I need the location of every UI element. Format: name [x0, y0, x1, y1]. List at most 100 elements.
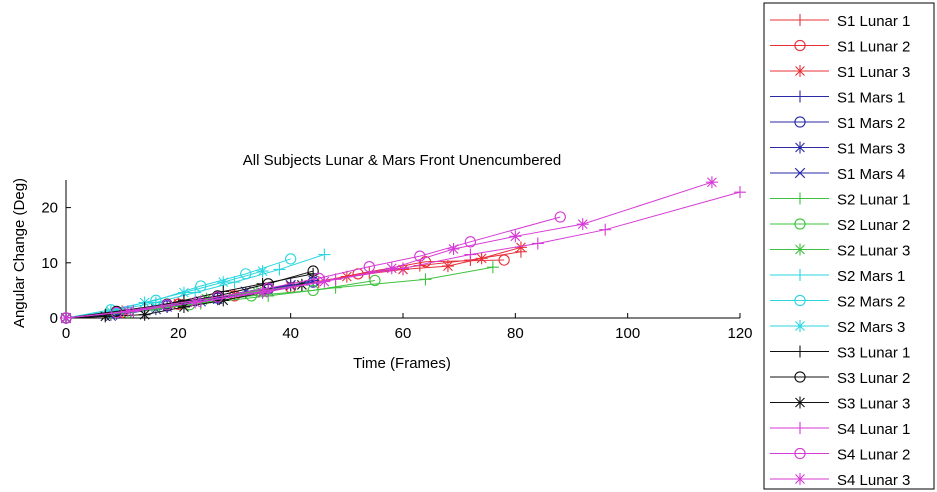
legend-entry: S3 Lunar 1	[770, 345, 910, 362]
data-point	[307, 274, 320, 287]
data-point	[734, 186, 746, 199]
legend-label: S1 Mars 1	[837, 90, 905, 107]
legend-label: S2 Lunar 3	[837, 243, 910, 260]
legend-entry: S1 Lunar 1	[770, 13, 910, 30]
y-tick-label: 0	[50, 310, 58, 327]
chart-title: All Subjects Lunar & Mars Front Unencumb…	[243, 152, 561, 169]
legend-marker	[794, 345, 806, 358]
data-point	[486, 261, 499, 274]
legend-label: S4 Lunar 3	[837, 472, 910, 489]
legend-marker	[794, 90, 806, 103]
data-point	[99, 310, 112, 323]
data-point	[250, 285, 263, 298]
data-point	[256, 286, 269, 299]
data-point	[385, 262, 398, 275]
legend-marker	[794, 218, 806, 230]
data-point	[464, 248, 477, 261]
legend-marker	[794, 167, 806, 179]
legend-entry: S1 Mars 2	[770, 115, 905, 132]
legend-box	[763, 2, 935, 490]
x-tick-label: 120	[727, 325, 752, 342]
data-point	[307, 265, 319, 277]
y-tick-label: 10	[41, 255, 58, 272]
legend-entry: S3 Lunar 2	[770, 370, 910, 387]
legend-label: S2 Lunar 1	[837, 192, 910, 209]
data-point	[363, 261, 375, 273]
legend-entry: S1 Mars 1	[770, 90, 905, 107]
data-point	[531, 237, 544, 250]
data-point	[177, 300, 190, 313]
data-point	[509, 230, 522, 243]
legend-entry: S1 Mars 3	[770, 141, 905, 158]
series-line	[65, 258, 291, 319]
legend-marker	[794, 192, 806, 205]
legend-label: S4 Lunar 2	[837, 447, 910, 464]
data-point	[318, 275, 331, 288]
legend-entry: S2 Lunar 2	[770, 217, 910, 234]
data-point	[514, 241, 527, 254]
legend-marker	[794, 39, 806, 52]
data-point	[240, 268, 252, 280]
data-point	[414, 250, 426, 262]
data-point	[217, 276, 230, 289]
legend-marker	[794, 116, 806, 128]
data-point	[464, 236, 477, 248]
legend-entry: S1 Lunar 2	[770, 39, 910, 56]
legend-label: S3 Lunar 2	[837, 370, 910, 387]
legend-entry: S3 Lunar 3	[770, 396, 910, 413]
data-point	[217, 294, 230, 307]
legend-label: S2 Lunar 2	[837, 217, 910, 234]
data-point	[211, 291, 224, 303]
legend: S1 Lunar 1 S1 Lunar 2 S1 Lunar 3 S1 Mars 1 S…	[763, 2, 935, 490]
legend-label: S1 Lunar 2	[837, 39, 910, 56]
data-point	[554, 211, 566, 223]
data-point	[498, 254, 510, 266]
y-tick-label: 20	[41, 200, 58, 217]
legend-label: S2 Mars 1	[837, 268, 905, 285]
data-point	[705, 176, 718, 189]
legend-entry: S4 Lunar 3	[770, 472, 910, 489]
legend-marker	[794, 294, 806, 307]
data-point	[447, 243, 460, 255]
legend-entry: S2 Lunar 1	[770, 192, 910, 209]
legend-label: S2 Mars 3	[837, 319, 905, 336]
legend-entry: S2 Mars 1	[770, 268, 905, 285]
legend-marker	[794, 269, 806, 281]
legend-marker	[794, 371, 806, 383]
data-point	[475, 252, 488, 265]
data-point	[273, 263, 286, 276]
series-line	[65, 216, 561, 319]
series-s4-lunar-3	[60, 176, 718, 324]
legend-marker	[794, 65, 806, 77]
series-line	[65, 270, 263, 319]
data-point	[340, 270, 353, 283]
legend-entry: S4 Lunar 2	[770, 447, 910, 464]
x-tick-label: 80	[507, 325, 524, 342]
x-tick-label: 20	[170, 325, 187, 342]
data-point	[195, 280, 207, 292]
data-point	[138, 308, 151, 321]
data-point	[177, 286, 190, 299]
legend-label: S3 Lunar 3	[837, 396, 910, 413]
y-axis-label: Angular Change (Deg)	[11, 178, 28, 328]
legend-label: S2 Mars 2	[837, 294, 905, 311]
legend-label: S1 Mars 4	[837, 166, 905, 183]
legend-entry: S4 Lunar 1	[770, 421, 910, 438]
x-tick-label: 60	[395, 325, 412, 342]
data-point	[369, 274, 381, 287]
legend-label: S1 Mars 3	[837, 141, 905, 158]
data-point	[161, 299, 173, 311]
legend-marker	[794, 14, 806, 26]
legend-label: S4 Lunar 1	[837, 421, 910, 438]
legend-entry: S2 Mars 2	[770, 294, 905, 311]
data-point	[599, 223, 612, 236]
legend-entry: S2 Mars 3	[770, 319, 905, 336]
legend-marker	[794, 473, 806, 485]
legend-marker	[794, 447, 806, 460]
data-point	[189, 296, 202, 309]
data-point	[318, 248, 331, 261]
data-point	[228, 276, 241, 289]
legend-entry: S1 Lunar 3	[770, 64, 910, 81]
legend-label: S3 Lunar 1	[837, 345, 910, 362]
